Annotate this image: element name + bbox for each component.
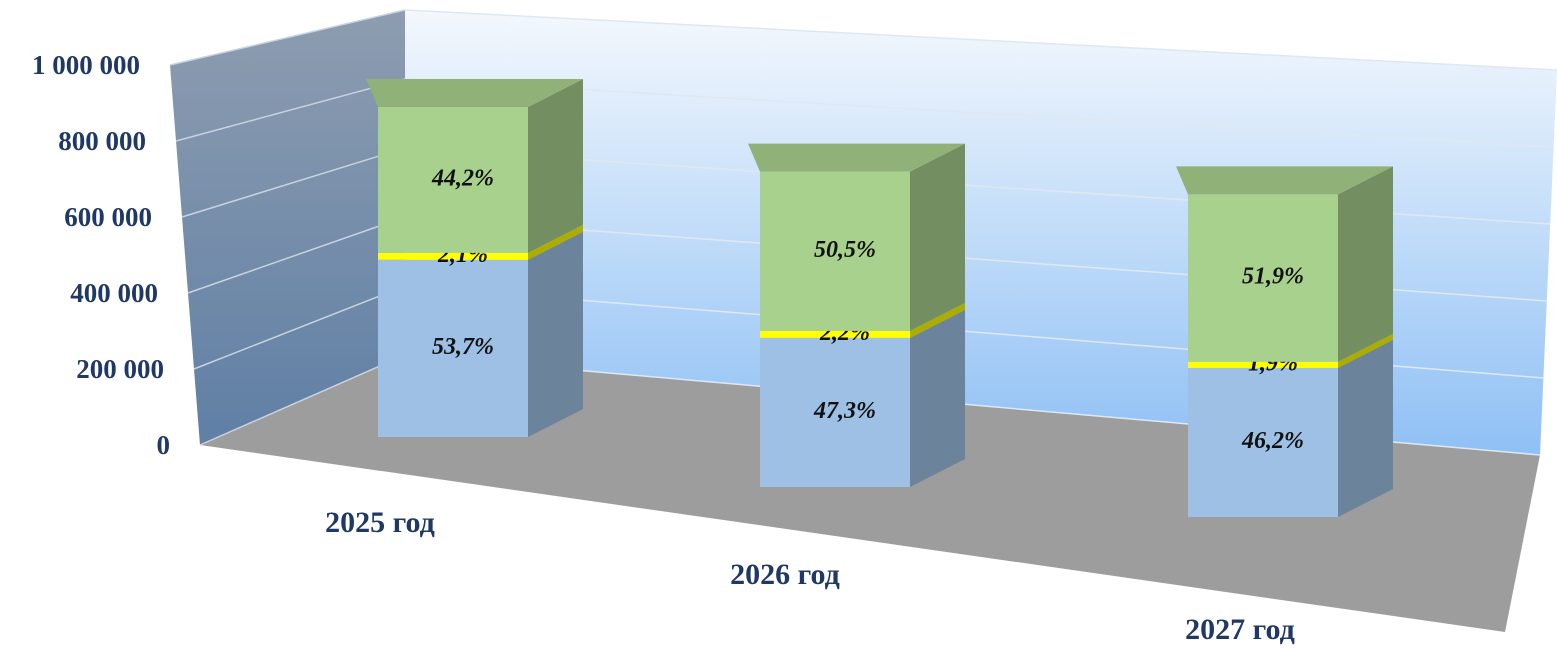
- grid-line: [199, 354, 406, 446]
- data-label: 50,5%: [814, 237, 876, 263]
- x-tick-label: 2027 год: [1185, 613, 1295, 646]
- grid-line: [193, 285, 406, 370]
- x-tick-label: 2025 год: [325, 506, 435, 539]
- y-tick-label: 800 000: [58, 126, 146, 156]
- y-tick-label: 1 000 000: [32, 50, 140, 80]
- grid-line: [169, 9, 406, 66]
- bar-top: [748, 143, 965, 172]
- bar-segment: [760, 337, 910, 487]
- bar-side: [1338, 339, 1393, 517]
- data-label: 53,7%: [432, 334, 494, 360]
- data-label: 47,3%: [813, 398, 876, 424]
- data-label: 51,9%: [1242, 264, 1304, 290]
- x-tick-label: 2026 год: [730, 558, 840, 591]
- bar-segment: [760, 330, 910, 338]
- bar-side: [910, 143, 965, 331]
- bar-side: [1338, 166, 1393, 362]
- data-label: 44,2%: [431, 165, 494, 191]
- bar-segment: [1188, 367, 1338, 517]
- grid-line: [404, 9, 1557, 71]
- y-tick-label: 200 000: [76, 354, 164, 384]
- grid-line: [181, 147, 406, 218]
- y-tick-label: 0: [157, 430, 171, 460]
- y-tick-label: 600 000: [64, 202, 152, 232]
- bar-segment: [1188, 361, 1338, 368]
- grid-line: [175, 78, 406, 142]
- grid-line: [404, 78, 1554, 148]
- bar-side: [528, 79, 583, 253]
- bar-side: [528, 231, 583, 437]
- data-label: 46,2%: [1241, 428, 1304, 454]
- bar-segment: [760, 171, 910, 331]
- bar-segment: [1188, 194, 1338, 362]
- grid: 0 200 000 400 000 600 000 800 000 1 000 000: [32, 9, 1557, 460]
- left-wall: [170, 10, 405, 445]
- bar-top: [1176, 166, 1393, 195]
- bar-side: [910, 302, 965, 338]
- y-tick-label: 400 000: [70, 278, 158, 308]
- bar-side: [910, 309, 965, 487]
- bar-segment: [378, 259, 528, 437]
- grid-line: [187, 216, 406, 294]
- bar-segment: [378, 252, 528, 260]
- bar-segment: [378, 107, 528, 253]
- bar-side: [528, 224, 583, 260]
- bar-top: [366, 79, 583, 107]
- bar-side: [1338, 333, 1393, 368]
